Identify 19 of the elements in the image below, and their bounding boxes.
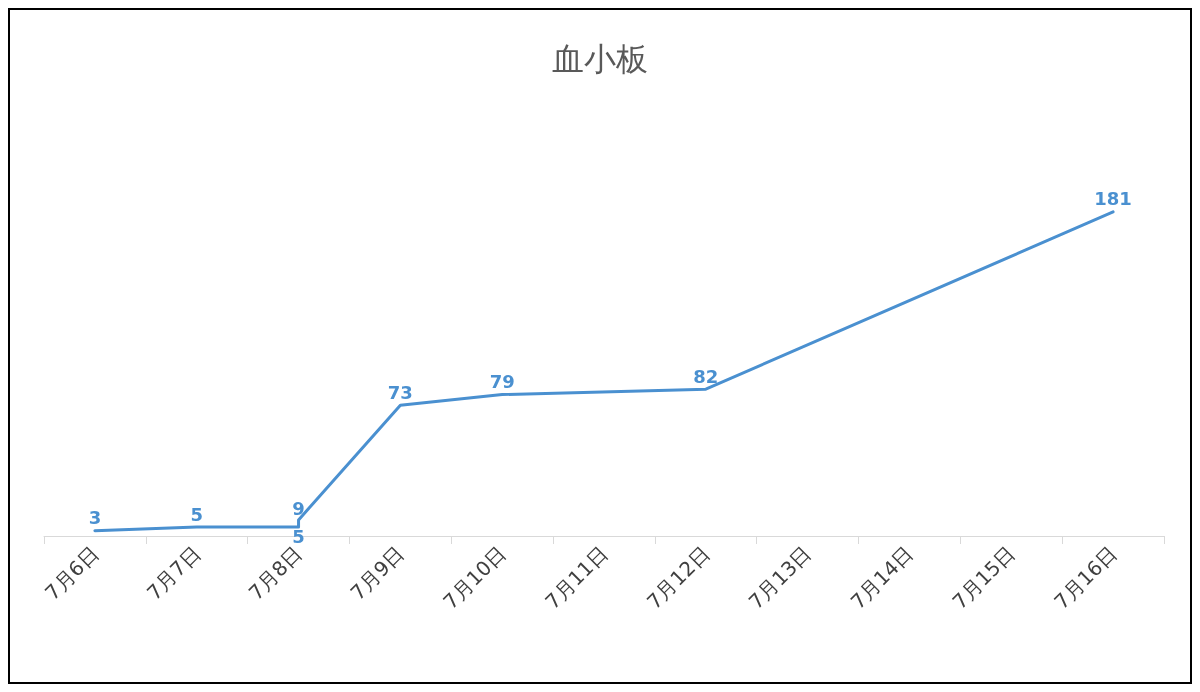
x-tick-label: 7月10日 [438, 541, 511, 614]
x-tick-label: 7月7日 [141, 541, 206, 605]
data-label: 5 [190, 503, 203, 525]
data-label: 82 [693, 365, 719, 387]
x-tick-label: 7月15日 [947, 541, 1020, 614]
x-tick-label: 7月6日 [40, 541, 104, 605]
x-tick-label: 7月16日 [1049, 541, 1122, 614]
data-label: 3 [88, 507, 102, 529]
x-tick-label: 7月14日 [845, 541, 918, 614]
x-tick-label: 7月13日 [743, 541, 817, 614]
x-tick-label: 7月11日 [540, 541, 613, 614]
data-label: 181 [1094, 188, 1132, 210]
data-label: 5 [292, 525, 305, 547]
data-label: 73 [387, 381, 413, 403]
x-tick-label: 7月9日 [345, 541, 409, 605]
data-label: 9 [292, 498, 305, 520]
chart-title: 血小板 [552, 40, 648, 78]
data-label: 79 [489, 371, 515, 393]
x-tick-label: 7月12日 [642, 541, 715, 614]
